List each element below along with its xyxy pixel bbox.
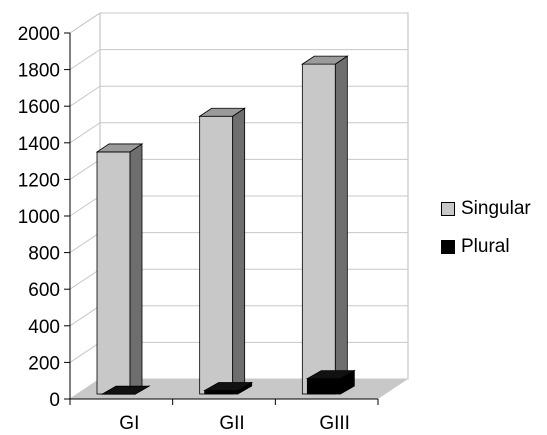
y-tick-label: 400 [28,317,60,338]
y-tick-label: 2000 [18,24,60,45]
singular-bar-giii-front [301,63,336,395]
singular-bar-gi-top [95,143,144,153]
legend-label-plural: Plural [461,236,510,257]
bars [95,55,356,395]
x-axis-ticks: GI GII GIII [69,399,379,434]
legend: Singular Plural [441,198,531,274]
x-tick-label: GII [219,413,244,434]
singular-bar-gii-side [232,107,246,395]
legend-swatch-singular [441,202,455,216]
singular-bar-gii-top [198,107,246,117]
plural-bar-gii-front [204,390,239,395]
y-tick-label: 1600 [18,97,60,118]
plural-bar-giii-front [306,378,341,395]
legend-item-plural: Plural [441,236,531,258]
legend-label-singular: Singular [461,198,531,219]
y-tick-label: 800 [28,244,60,265]
y-tick-label: 0 [49,390,60,411]
y-tick-label: 1800 [18,61,60,82]
y-tick-label: 600 [28,280,60,301]
singular-bar-giii-side [334,55,348,395]
legend-swatch-plural [441,240,455,254]
gridline [69,49,408,71]
plural-bar-giii-top [305,370,356,380]
plural-bar-gii-top [203,382,254,391]
singular-bar-gii-front [199,115,234,395]
x-tick-label: GI [119,413,139,434]
x-tick-label: GIII [319,413,350,434]
singular-bar-gi-side [129,143,143,395]
y-axis-ticks: 0 200 400 600 800 1000 1200 1400 1600 1800 2000 [18,24,71,411]
legend-item-singular: Singular [441,198,531,220]
y-tick-label: 1000 [18,207,60,228]
y-tick-label: 1200 [18,170,60,191]
gridline [69,12,408,34]
plural-bar-gi-top [100,385,151,395]
singular-bar-giii-top [301,55,349,65]
y-tick-label: 1400 [18,134,60,155]
y-tick-label: 200 [28,353,60,374]
singular-bar-gi-front [96,151,131,395]
